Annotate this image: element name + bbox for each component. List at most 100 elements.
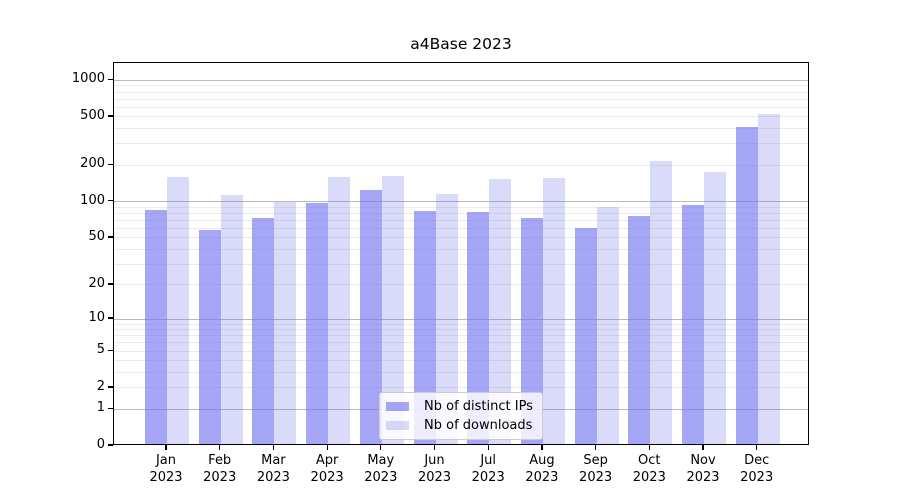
bar-nb-of-distinct-ips-aug-2023 [520, 218, 543, 444]
xtick-label-apr-2023: Apr 2023 [310, 453, 344, 485]
bar-nb-of-distinct-ips-sep-2023 [574, 228, 597, 444]
xtick-label-may-2023: May 2023 [364, 453, 398, 485]
bar-nb-of-downloads-jan-2023 [167, 177, 189, 444]
ytick-20 [108, 283, 113, 285]
xtick-label-aug-2023: Aug 2023 [525, 453, 559, 485]
xtick-label-dec-2023: Dec 2023 [740, 453, 774, 485]
xtick-apr-2023 [326, 445, 328, 450]
gridline-minor-5 [114, 350, 808, 352]
bar-nb-of-distinct-ips-apr-2023 [306, 202, 329, 444]
gridline-minor-30 [114, 263, 808, 265]
bar-nb-of-distinct-ips-jul-2023 [467, 212, 490, 444]
ytick-100 [108, 200, 113, 202]
ytick-label-200: 200 [80, 156, 105, 172]
gridline-major-10 [114, 318, 808, 320]
ytick-5 [108, 349, 113, 351]
bar-nb-of-downloads-oct-2023 [650, 160, 673, 444]
bar-nb-of-downloads-jun-2023 [435, 194, 458, 444]
gridline-minor-40 [114, 248, 808, 250]
bar-nb-of-distinct-ips-feb-2023 [198, 230, 221, 444]
xtick-jan-2023 [165, 445, 167, 450]
xtick-label-mar-2023: Mar 2023 [256, 453, 290, 485]
gridline-minor-4 [114, 360, 808, 362]
gridline-major-1000 [114, 79, 808, 81]
gridline-minor-400 [114, 128, 808, 130]
ytick-label-0: 0 [96, 437, 105, 452]
bar-nb-of-downloads-may-2023 [381, 176, 404, 444]
gridline-minor-80 [114, 212, 808, 214]
xtick-label-feb-2023: Feb 2023 [203, 453, 237, 485]
bar-nb-of-downloads-aug-2023 [542, 178, 565, 444]
gridline-minor-90 [114, 206, 808, 208]
xtick-label-jan-2023: Jan 2023 [149, 453, 183, 485]
ytick-label-100: 100 [80, 192, 105, 208]
gridline-minor-2 [114, 387, 808, 389]
gridline-minor-50 [114, 237, 808, 239]
gridline-minor-3 [114, 372, 808, 374]
ytick-label-20: 20 [88, 275, 105, 291]
xtick-oct-2023 [648, 445, 650, 450]
xtick-sep-2023 [595, 445, 597, 450]
gridline-minor-6 [114, 342, 808, 344]
ytick-label-10: 10 [88, 310, 105, 326]
gridline-minor-7 [114, 335, 808, 337]
bar-nb-of-distinct-ips-jan-2023 [145, 210, 167, 444]
bar-nb-of-downloads-feb-2023 [220, 194, 243, 444]
ytick-label-2: 2 [96, 378, 105, 394]
bar-nb-of-downloads-jul-2023 [489, 179, 512, 444]
legend-label-downloads: Nb of downloads [424, 418, 533, 433]
legend-label-distinct-ips: Nb of distinct IPs [424, 399, 533, 414]
xtick-feb-2023 [219, 445, 221, 450]
xtick-label-sep-2023: Sep 2023 [579, 453, 613, 485]
gridline-minor-8 [114, 329, 808, 331]
gridline-minor-600 [114, 106, 808, 108]
ytick-label-500: 500 [80, 107, 105, 123]
gridline-minor-9 [114, 323, 808, 325]
xtick-label-jul-2023: Jul 2023 [471, 453, 505, 485]
xtick-label-oct-2023: Oct 2023 [632, 453, 666, 485]
bar-nb-of-distinct-ips-dec-2023 [735, 126, 758, 444]
bar-nb-of-downloads-dec-2023 [757, 114, 780, 444]
ytick-0 [108, 444, 113, 446]
bar-nb-of-distinct-ips-jun-2023 [413, 210, 436, 444]
ytick-label-1000: 1000 [71, 71, 105, 87]
ytick-2 [108, 386, 113, 388]
xtick-dec-2023 [756, 445, 758, 450]
xtick-aug-2023 [541, 445, 543, 450]
xtick-label-nov-2023: Nov 2023 [686, 453, 720, 485]
legend-swatch-downloads [386, 421, 409, 430]
gridline-minor-500 [114, 116, 808, 118]
xtick-label-jun-2023: Jun 2023 [417, 453, 452, 485]
bar-nb-of-downloads-apr-2023 [328, 177, 351, 444]
bar-nb-of-distinct-ips-mar-2023 [252, 217, 275, 444]
plot-area: Nb of distinct IPs Nb of downloads [113, 62, 809, 445]
ytick-1000 [108, 78, 113, 80]
gridline-minor-70 [114, 219, 808, 221]
xtick-mar-2023 [272, 445, 275, 450]
bar-nb-of-downloads-sep-2023 [596, 207, 619, 444]
ytick-10 [108, 317, 113, 319]
ytick-1 [108, 407, 113, 409]
legend: Nb of distinct IPs Nb of downloads [379, 392, 543, 440]
gridline-minor-300 [114, 143, 808, 145]
ytick-label-1: 1 [96, 400, 105, 416]
xtick-jul-2023 [487, 445, 489, 450]
gridline-minor-20 [114, 284, 808, 286]
gridline-minor-60 [114, 227, 808, 229]
bar-nb-of-distinct-ips-nov-2023 [682, 205, 704, 444]
bar-nb-of-distinct-ips-oct-2023 [628, 216, 651, 444]
gridline-minor-700 [114, 98, 808, 100]
gridline-minor-900 [114, 85, 808, 87]
ytick-50 [108, 236, 113, 238]
bar-nb-of-downloads-mar-2023 [274, 202, 297, 444]
legend-swatch-distinct-ips [386, 402, 409, 411]
bar-nb-of-distinct-ips-may-2023 [359, 190, 382, 444]
xtick-jun-2023 [433, 445, 436, 450]
xtick-may-2023 [380, 445, 382, 450]
ytick-label-5: 5 [96, 342, 105, 358]
gridline-minor-800 [114, 91, 808, 93]
xtick-nov-2023 [702, 445, 704, 450]
bar-nb-of-downloads-nov-2023 [704, 171, 726, 444]
ytick-200 [108, 163, 113, 165]
